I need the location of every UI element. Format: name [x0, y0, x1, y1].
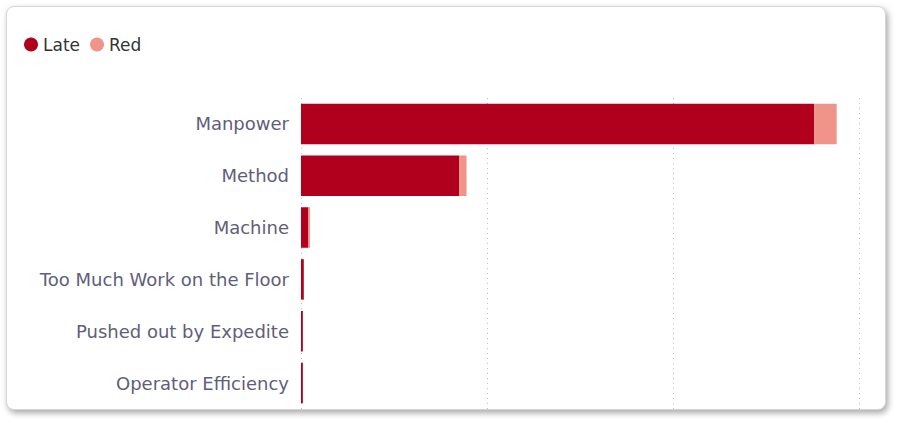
- svg-text:Manpower: Manpower: [195, 113, 289, 134]
- svg-text:Late: Late: [43, 35, 80, 55]
- svg-text:Operator Efficiency: Operator Efficiency: [116, 373, 289, 394]
- svg-text:Pushed out by Expedite: Pushed out by Expedite: [76, 321, 289, 342]
- svg-text:Machine: Machine: [214, 217, 289, 238]
- svg-text:Red: Red: [109, 35, 141, 55]
- svg-text:Too Much Work on the Floor: Too Much Work on the Floor: [39, 269, 290, 290]
- svg-text:Method: Method: [221, 165, 289, 186]
